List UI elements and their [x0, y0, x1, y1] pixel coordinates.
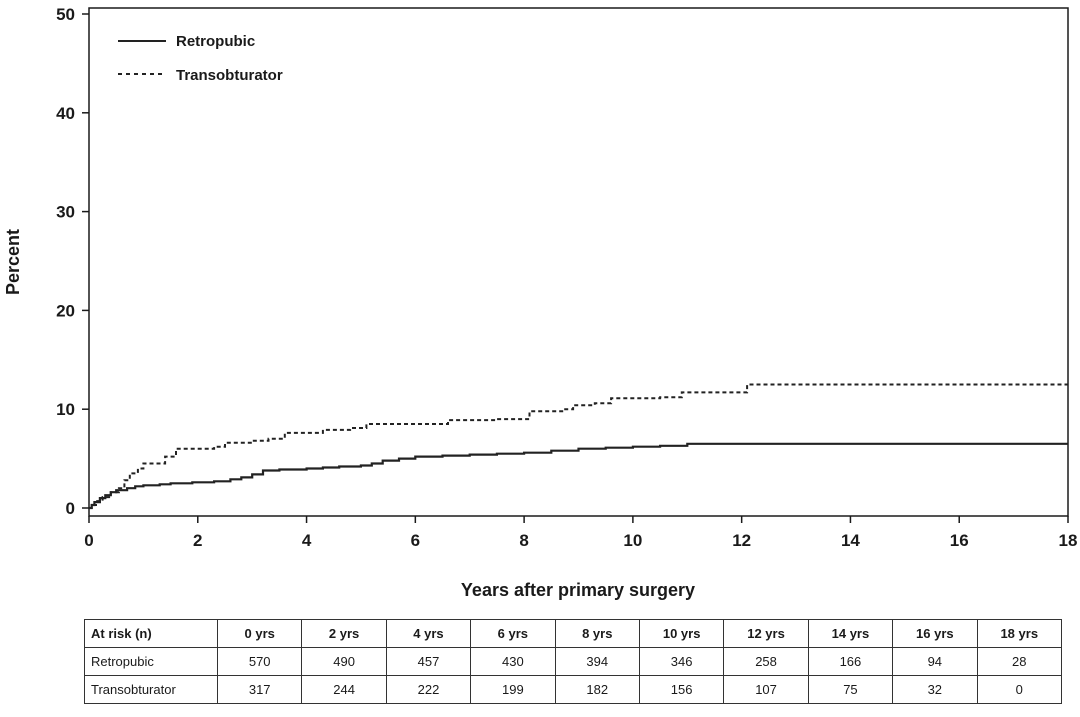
at-risk-header-cell: 18 yrs	[976, 619, 1063, 648]
x-tick-label: 4	[302, 531, 312, 550]
x-axis-title: Years after primary surgery	[461, 580, 695, 600]
x-tick-label: 8	[519, 531, 528, 550]
table-cell: 258	[723, 647, 809, 676]
at-risk-header-cell: 0 yrs	[216, 619, 303, 648]
table-row: Transobturator 317 244 222 199 182 156 1…	[84, 675, 1063, 704]
at-risk-table: At risk (n) 0 yrs 2 yrs 4 yrs 6 yrs 8 yr…	[84, 619, 1063, 704]
y-tick-label: 40	[56, 104, 75, 123]
at-risk-header-cell: 16 yrs	[892, 619, 978, 648]
series-line-retropubic	[89, 442, 1068, 510]
legend-label-transobturator: Transobturator	[176, 67, 283, 84]
table-cell: 166	[807, 647, 894, 676]
table-cell: 75	[807, 675, 894, 704]
table-cell: 107	[723, 675, 809, 704]
x-tick-label: 2	[193, 531, 202, 550]
legend: Retropubic Transobturator	[118, 33, 283, 84]
y-tick-label: 20	[56, 301, 75, 320]
at-risk-header-cell: 14 yrs	[807, 619, 894, 648]
y-tick-label: 50	[56, 5, 75, 24]
y-tick-label: 30	[56, 203, 75, 222]
table-cell: 394	[554, 647, 640, 676]
table-row: Retropubic 570 490 457 430 394 346 258 1…	[84, 647, 1063, 676]
table-cell: 94	[892, 647, 978, 676]
plot-area	[88, 7, 1069, 517]
at-risk-header-cell: 4 yrs	[385, 619, 472, 648]
y-axis-title: Percent	[3, 229, 23, 295]
y-tick-label: 10	[56, 400, 75, 419]
table-cell: 28	[976, 647, 1063, 676]
series-layer	[89, 383, 1068, 510]
table-cell: 222	[385, 675, 472, 704]
table-cell: 430	[470, 647, 556, 676]
table-cell: 182	[554, 675, 640, 704]
y-tick-label: 0	[66, 499, 75, 518]
row-label-cell: Transobturator	[84, 675, 218, 704]
x-axis: 0 2 4 6 8 10 12 14 16 18	[84, 516, 1077, 550]
plot-frame	[88, 7, 1069, 517]
table-cell: 346	[638, 647, 725, 676]
table-cell: 244	[301, 675, 387, 704]
table-cell: 317	[216, 675, 303, 704]
series-line-transobturator	[89, 383, 1068, 509]
at-risk-header-cell: At risk (n)	[84, 619, 218, 648]
table-cell: 0	[976, 675, 1063, 704]
table-cell: 570	[216, 647, 303, 676]
km-chart: 0 2 4 6 8 10 12 14 16 18 0 10 20 30 40 50 Retropubic T…	[3, 5, 1077, 600]
x-tick-label: 14	[841, 531, 860, 550]
x-tick-label: 16	[950, 531, 969, 550]
at-risk-header-cell: 8 yrs	[554, 619, 640, 648]
x-tick-label: 18	[1059, 531, 1078, 550]
y-axis: 0 10 20 30 40 50	[56, 5, 89, 518]
legend-label-retropubic: Retropubic	[176, 33, 255, 50]
table-cell: 490	[301, 647, 387, 676]
x-tick-label: 10	[623, 531, 642, 550]
table-cell: 199	[470, 675, 556, 704]
at-risk-header-cell: 10 yrs	[638, 619, 725, 648]
at-risk-header-row: At risk (n) 0 yrs 2 yrs 4 yrs 6 yrs 8 yr…	[84, 619, 1063, 648]
table-cell: 457	[385, 647, 472, 676]
at-risk-header-cell: 6 yrs	[470, 619, 556, 648]
at-risk-header-cell: 2 yrs	[301, 619, 387, 648]
at-risk-header-cell: 12 yrs	[723, 619, 809, 648]
x-tick-label: 0	[84, 531, 93, 550]
row-label-cell: Retropubic	[84, 647, 218, 676]
table-cell: 32	[892, 675, 978, 704]
x-tick-label: 6	[411, 531, 420, 550]
x-tick-label: 12	[732, 531, 751, 550]
table-cell: 156	[638, 675, 725, 704]
